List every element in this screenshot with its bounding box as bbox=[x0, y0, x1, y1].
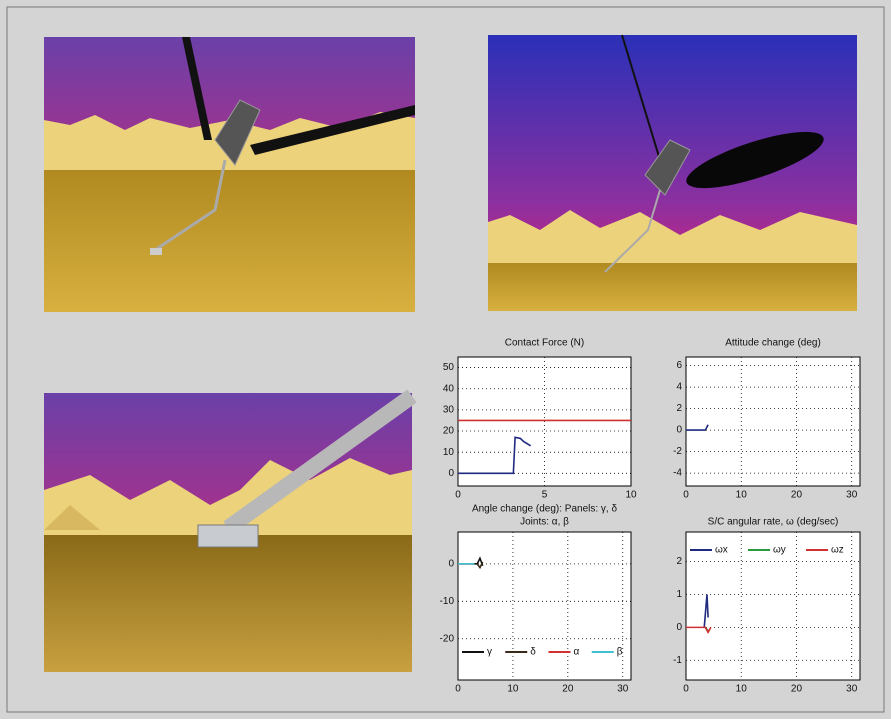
frame bbox=[6, 6, 885, 713]
x-tick-label: 10 bbox=[736, 490, 748, 501]
y-tick-label: 0 bbox=[676, 425, 682, 436]
plot-area bbox=[457, 531, 632, 681]
legend-label: α bbox=[574, 647, 580, 658]
chart-subtitle: Joints: α, β bbox=[520, 517, 569, 528]
x-tick-label: 10 bbox=[625, 490, 637, 501]
legend-label: δ bbox=[530, 647, 536, 658]
y-tick-label: 40 bbox=[443, 383, 455, 394]
x-tick-label: 30 bbox=[846, 684, 858, 695]
y-tick-label: -4 bbox=[673, 468, 682, 479]
legend-label: ωz bbox=[831, 545, 844, 556]
legend-label: ωy bbox=[773, 545, 786, 556]
chart-title: S/C angular rate, ω (deg/sec) bbox=[708, 517, 839, 528]
y-tick-label: 1 bbox=[676, 589, 682, 600]
plot-area bbox=[685, 531, 861, 681]
line bbox=[686, 626, 712, 634]
chart-title: Attitude change (deg) bbox=[725, 338, 821, 349]
chart-title: Contact Force (N) bbox=[505, 338, 584, 349]
y-tick-label: -20 bbox=[440, 633, 455, 644]
y-tick-label: -10 bbox=[440, 596, 455, 607]
scene-top-right bbox=[488, 34, 857, 311]
legend-label: γ bbox=[487, 647, 492, 658]
x-tick-label: 0 bbox=[455, 684, 461, 695]
scene-top-left bbox=[44, 37, 415, 312]
y-tick-label: 0 bbox=[448, 468, 454, 479]
x-tick-label: 20 bbox=[791, 684, 803, 695]
x-tick-label: 30 bbox=[846, 490, 858, 501]
x-tick-label: 10 bbox=[736, 684, 748, 695]
chart-title: Angle change (deg): Panels: γ, δ bbox=[472, 504, 618, 515]
line bbox=[458, 436, 532, 475]
y-tick-label: 6 bbox=[676, 360, 682, 371]
y-tick-label: 50 bbox=[443, 362, 455, 373]
y-tick-label: 2 bbox=[676, 403, 682, 414]
x-tick-label: 20 bbox=[791, 490, 803, 501]
x-tick-label: 0 bbox=[455, 490, 461, 501]
y-tick-label: 30 bbox=[443, 405, 455, 416]
x-tick-label: 0 bbox=[683, 490, 689, 501]
y-tick-label: 2 bbox=[676, 556, 682, 567]
x-tick-label: 30 bbox=[617, 684, 629, 695]
y-tick-label: -2 bbox=[673, 446, 682, 457]
x-tick-label: 10 bbox=[507, 684, 519, 695]
legend-label: ωx bbox=[715, 545, 728, 556]
x-tick-label: 20 bbox=[562, 684, 574, 695]
x-tick-label: 5 bbox=[542, 490, 548, 501]
y-tick-label: 20 bbox=[443, 426, 455, 437]
line bbox=[686, 424, 709, 431]
y-tick-label: 0 bbox=[448, 558, 454, 569]
y-tick-label: -1 bbox=[673, 655, 682, 666]
legend-label: β bbox=[617, 647, 623, 658]
y-tick-label: 4 bbox=[676, 382, 682, 393]
line bbox=[476, 561, 484, 570]
plot-area bbox=[685, 356, 861, 487]
line bbox=[703, 594, 709, 628]
y-tick-label: 10 bbox=[443, 447, 455, 458]
y-tick-label: 0 bbox=[676, 622, 682, 633]
x-tick-label: 0 bbox=[683, 684, 689, 695]
scene-bottom-left bbox=[44, 389, 417, 672]
